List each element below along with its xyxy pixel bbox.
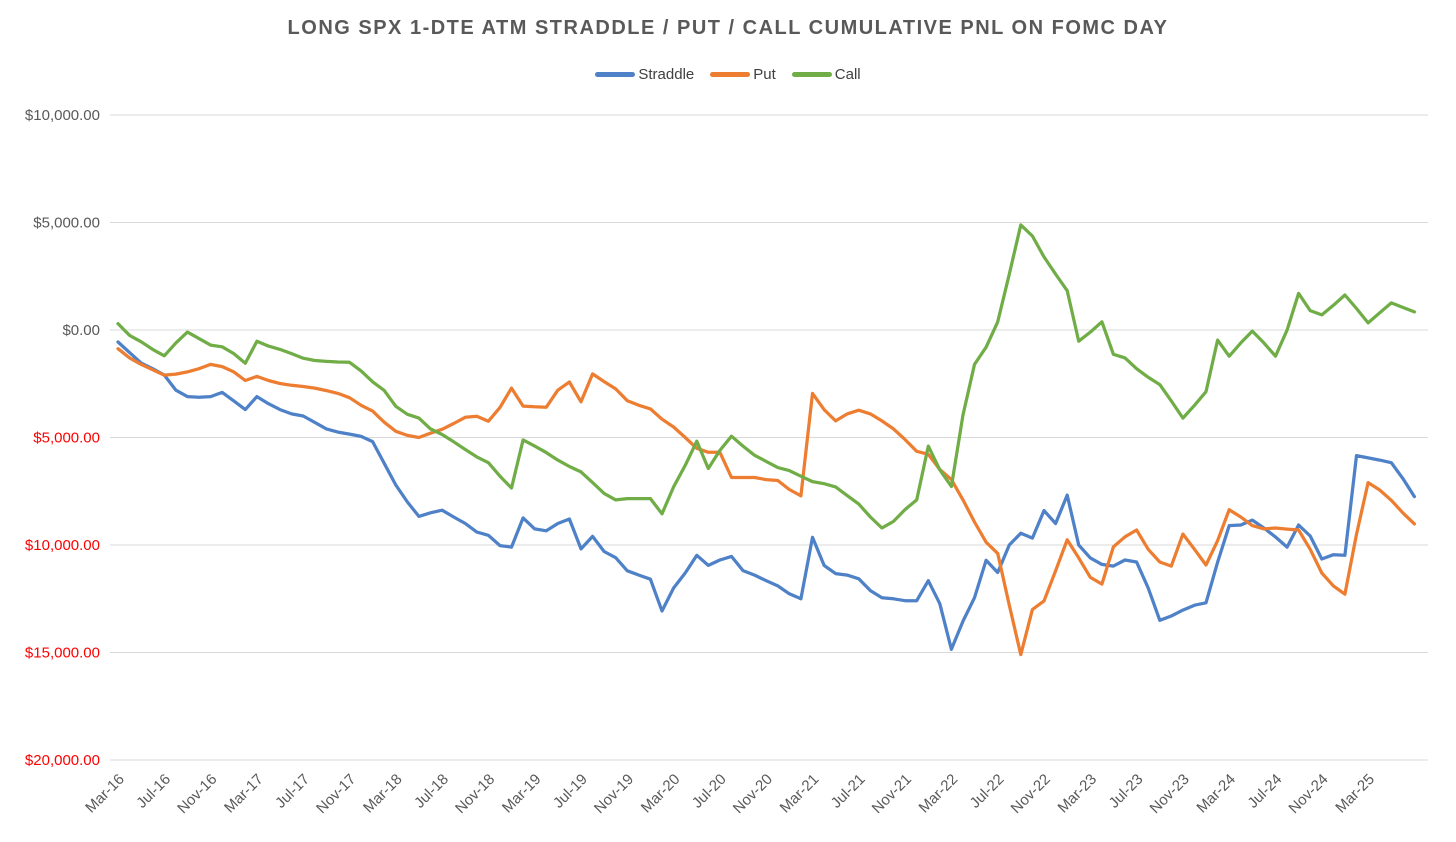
x-tick-label: Jul-19 <box>550 771 591 812</box>
x-tick-label: Jul-22 <box>967 771 1008 812</box>
series-line-put <box>116 347 1417 657</box>
x-tick-label: Jul-17 <box>272 771 313 812</box>
x-tick-label: Mar-24 <box>1193 771 1239 817</box>
x-tick-label: Mar-19 <box>499 771 545 817</box>
x-tick-label: Nov-23 <box>1147 771 1193 817</box>
legend-item-put: Put <box>710 66 776 83</box>
legend-label-call: Call <box>834 66 861 83</box>
x-tick-label: Mar-20 <box>638 771 684 817</box>
x-tick-label: Nov-19 <box>591 771 637 817</box>
y-tick-label: $5,000.00 <box>33 215 100 232</box>
x-tick-label: Mar-22 <box>916 771 962 817</box>
x-tick-label: Nov-22 <box>1008 771 1054 817</box>
x-tick-label: Nov-20 <box>730 771 776 817</box>
x-tick-label: Nov-21 <box>869 771 915 817</box>
legend-swatch-call <box>791 72 832 77</box>
x-tick-label: Mar-16 <box>82 771 128 817</box>
x-tick-label: Jul-24 <box>1244 771 1285 812</box>
series-line-straddle <box>116 340 1417 651</box>
y-tick-label: $0.00 <box>62 322 100 339</box>
x-tick-label: Jul-18 <box>411 771 452 812</box>
chart-legend: Straddle Put Call <box>0 66 1456 83</box>
x-tick-label: Mar-25 <box>1332 771 1378 817</box>
x-tick-label: Mar-17 <box>221 771 267 817</box>
legend-swatch-straddle <box>595 72 636 77</box>
x-tick-label: Nov-16 <box>174 771 220 817</box>
x-tick-label: Nov-17 <box>313 771 359 817</box>
legend-label-put: Put <box>753 66 776 83</box>
chart-title: LONG SPX 1-DTE ATM STRADDLE / PUT / CALL… <box>287 17 1169 39</box>
x-tick-label: Jul-23 <box>1106 771 1147 812</box>
y-tick-label: $15,000.00 <box>25 645 100 662</box>
y-tick-label: $10,000.00 <box>25 107 100 124</box>
x-tick-label: Nov-24 <box>1285 771 1331 817</box>
series-line-call <box>116 223 1417 530</box>
y-tick-label: $5,000.00 <box>33 430 100 447</box>
x-tick-label: Mar-21 <box>777 771 823 817</box>
x-tick-label: Mar-23 <box>1055 771 1101 817</box>
legend-swatch-put <box>710 72 751 77</box>
x-tick-label: Mar-18 <box>360 771 406 817</box>
legend-item-straddle: Straddle <box>595 66 694 83</box>
x-tick-label: Jul-21 <box>828 771 869 812</box>
legend-item-call: Call <box>791 66 861 83</box>
x-tick-label: Jul-16 <box>133 771 174 812</box>
legend-label-straddle: Straddle <box>638 66 695 83</box>
y-tick-label: $10,000.00 <box>25 537 100 554</box>
y-tick-label: $20,000.00 <box>25 752 100 769</box>
x-tick-label: Nov-18 <box>452 771 498 817</box>
x-tick-label: Jul-20 <box>689 771 730 812</box>
